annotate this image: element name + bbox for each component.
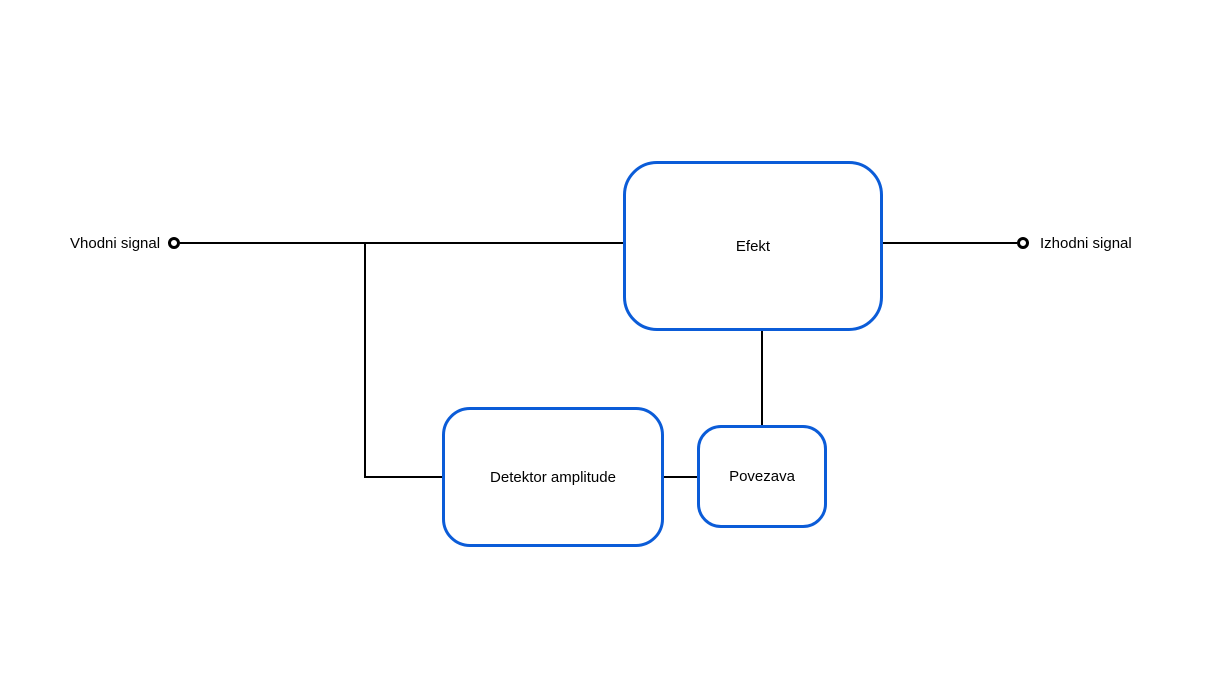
edge-segment	[364, 476, 442, 478]
input-label: Vhodni signal	[70, 235, 160, 252]
node-povezava-label: Povezava	[729, 468, 795, 485]
edge-segment	[664, 476, 697, 478]
edge-segment	[761, 331, 763, 425]
node-detektor: Detektor amplitude	[442, 407, 664, 547]
input-port-icon	[168, 237, 180, 249]
output-port-icon	[1017, 237, 1029, 249]
edge-segment	[180, 242, 623, 244]
node-povezava: Povezava	[697, 425, 827, 528]
signal-flow-diagram: Efekt Detektor amplitude Povezava Vhodni…	[0, 0, 1229, 691]
output-label: Izhodni signal	[1040, 235, 1132, 252]
node-efekt-label: Efekt	[736, 238, 770, 255]
node-detektor-label: Detektor amplitude	[490, 469, 616, 486]
node-efekt: Efekt	[623, 161, 883, 331]
edge-segment	[364, 243, 366, 478]
edge-segment	[883, 242, 1017, 244]
